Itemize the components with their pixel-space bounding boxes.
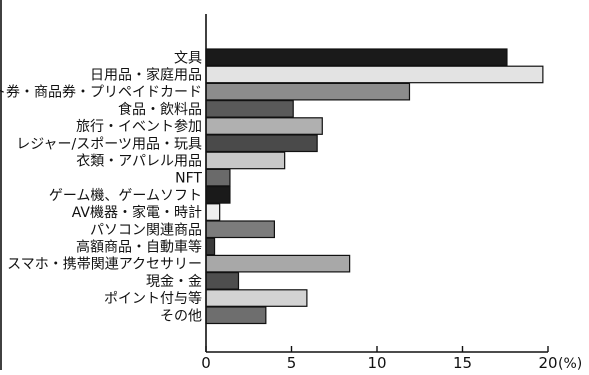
x-tick-label-0: 0 (201, 354, 211, 370)
x-tick-label-10: 10 (367, 354, 386, 370)
bar-15 (205, 289, 308, 307)
axis-layer: 0 5 10 15 20 (%) (201, 14, 582, 372)
bar-1 (205, 48, 508, 67)
category-label-11: パソコン関連商品 (90, 222, 202, 238)
bar-12 (205, 237, 216, 256)
category-label-7: 衣類・アパレル用品 (76, 153, 202, 169)
bar-14 (205, 272, 240, 290)
category-label-12: 高額商品・自動車等 (76, 238, 202, 255)
bar-4 (205, 99, 294, 118)
category-label-2: 日用品・家庭用品 (90, 66, 202, 83)
category-label-1: 文具 (174, 50, 202, 66)
bar-8 (205, 168, 231, 187)
category-label-3: ギフト券・商品券・プリペイドカード (0, 85, 202, 101)
category-label-10: AV機器・家電・時計 (72, 204, 202, 221)
bar-5 (205, 117, 323, 135)
category-label-9: ゲーム機、ゲームソフト (49, 188, 202, 204)
category-label-13: スマホ・携帯関連アクセサリー (7, 257, 202, 273)
category-label-15: ポイント付与等 (104, 290, 202, 307)
bar-16 (205, 306, 267, 325)
bar-6 (205, 134, 318, 153)
category-label-16: その他 (160, 308, 202, 324)
category-labels-layer: 文具日用品・家庭用品ギフト券・商品券・プリペイドカード食品・飲料品旅行・イベント… (0, 50, 202, 324)
bar-9 (205, 186, 231, 204)
category-label-14: 現金・金 (146, 274, 202, 290)
category-label-6: レジャー/スポーツ用品・玩具 (16, 136, 202, 152)
category-label-5: 旅行・イベント参加 (76, 118, 202, 135)
bar-13 (205, 254, 351, 273)
x-unit-label: (%) (558, 356, 582, 370)
bar-3 (205, 82, 411, 101)
bar-10 (205, 203, 221, 221)
x-tick-label-5: 5 (287, 354, 297, 370)
category-label-4: 食品・飲料品 (118, 101, 202, 118)
x-tick-label-15: 15 (453, 354, 472, 370)
x-tick-label-20: 20 (538, 354, 557, 370)
category-label-8: NFT (175, 171, 202, 187)
bars-layer (205, 48, 544, 325)
bar-2 (205, 65, 544, 84)
bar-7 (205, 151, 286, 170)
bar-11 (205, 220, 276, 239)
